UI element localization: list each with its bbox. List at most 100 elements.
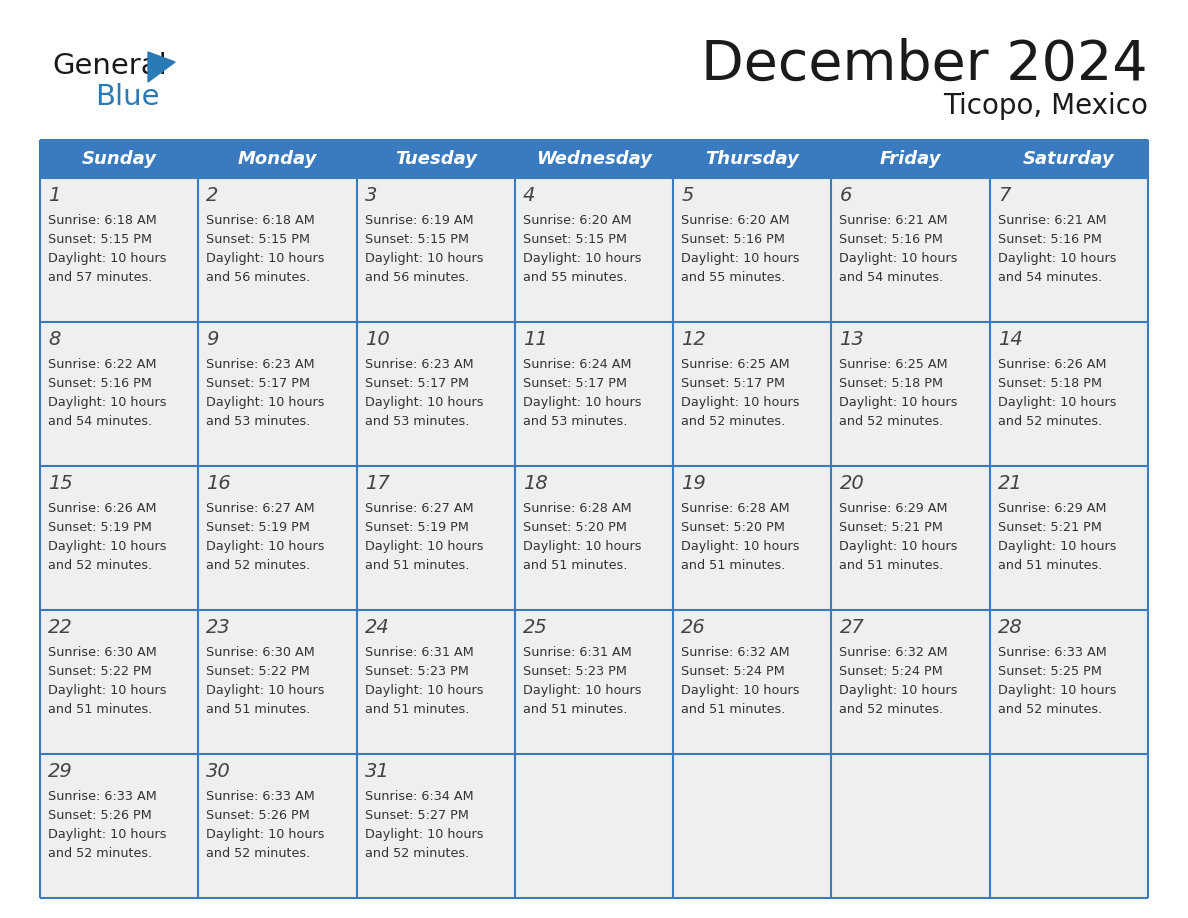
Text: Sunset: 5:15 PM: Sunset: 5:15 PM — [48, 233, 152, 246]
Text: 7: 7 — [998, 186, 1010, 205]
Bar — [832, 754, 990, 898]
Text: and 51 minutes.: and 51 minutes. — [365, 559, 469, 572]
Text: Sunrise: 6:23 AM: Sunrise: 6:23 AM — [207, 358, 315, 371]
Text: Sunrise: 6:28 AM: Sunrise: 6:28 AM — [523, 502, 632, 515]
Text: Daylight: 10 hours: Daylight: 10 hours — [840, 396, 958, 409]
Bar — [990, 140, 1148, 178]
Bar — [514, 140, 674, 178]
Bar — [514, 754, 674, 898]
Text: Sunset: 5:19 PM: Sunset: 5:19 PM — [365, 521, 468, 534]
Text: Sunrise: 6:32 AM: Sunrise: 6:32 AM — [681, 646, 790, 659]
Text: Daylight: 10 hours: Daylight: 10 hours — [681, 540, 800, 553]
Text: Daylight: 10 hours: Daylight: 10 hours — [840, 540, 958, 553]
Text: 1: 1 — [48, 186, 61, 205]
Bar — [40, 140, 198, 178]
Text: Wednesday: Wednesday — [536, 150, 652, 168]
Text: Daylight: 10 hours: Daylight: 10 hours — [48, 540, 166, 553]
Text: Sunrise: 6:31 AM: Sunrise: 6:31 AM — [523, 646, 632, 659]
Text: Sunrise: 6:31 AM: Sunrise: 6:31 AM — [365, 646, 473, 659]
Text: Sunrise: 6:24 AM: Sunrise: 6:24 AM — [523, 358, 631, 371]
Text: Sunrise: 6:23 AM: Sunrise: 6:23 AM — [365, 358, 473, 371]
Text: Daylight: 10 hours: Daylight: 10 hours — [207, 828, 324, 841]
Text: 10: 10 — [365, 330, 390, 349]
Text: 24: 24 — [365, 618, 390, 637]
Text: 13: 13 — [840, 330, 864, 349]
Text: Daylight: 10 hours: Daylight: 10 hours — [998, 684, 1117, 697]
Text: 20: 20 — [840, 474, 864, 493]
Text: and 51 minutes.: and 51 minutes. — [681, 559, 785, 572]
Bar — [990, 466, 1148, 610]
Text: Sunset: 5:18 PM: Sunset: 5:18 PM — [998, 377, 1101, 390]
Text: Sunset: 5:26 PM: Sunset: 5:26 PM — [207, 809, 310, 822]
Bar — [990, 178, 1148, 322]
Text: Sunset: 5:19 PM: Sunset: 5:19 PM — [207, 521, 310, 534]
Text: 29: 29 — [48, 762, 72, 781]
Text: 4: 4 — [523, 186, 536, 205]
Text: and 51 minutes.: and 51 minutes. — [998, 559, 1102, 572]
Text: Sunrise: 6:28 AM: Sunrise: 6:28 AM — [681, 502, 790, 515]
Text: Daylight: 10 hours: Daylight: 10 hours — [207, 540, 324, 553]
Text: 26: 26 — [681, 618, 706, 637]
Text: Sunrise: 6:30 AM: Sunrise: 6:30 AM — [207, 646, 315, 659]
Text: Daylight: 10 hours: Daylight: 10 hours — [523, 252, 642, 265]
Text: Sunrise: 6:26 AM: Sunrise: 6:26 AM — [48, 502, 157, 515]
Text: Sunset: 5:24 PM: Sunset: 5:24 PM — [681, 665, 785, 678]
Text: Daylight: 10 hours: Daylight: 10 hours — [523, 396, 642, 409]
Text: Daylight: 10 hours: Daylight: 10 hours — [365, 540, 484, 553]
Text: and 51 minutes.: and 51 minutes. — [840, 559, 943, 572]
Text: and 54 minutes.: and 54 minutes. — [48, 415, 152, 428]
Text: Sunset: 5:21 PM: Sunset: 5:21 PM — [840, 521, 943, 534]
Text: and 52 minutes.: and 52 minutes. — [840, 703, 943, 716]
Text: Sunset: 5:16 PM: Sunset: 5:16 PM — [48, 377, 152, 390]
Text: and 52 minutes.: and 52 minutes. — [998, 703, 1102, 716]
Text: and 51 minutes.: and 51 minutes. — [207, 703, 310, 716]
Text: Daylight: 10 hours: Daylight: 10 hours — [998, 252, 1117, 265]
Text: and 51 minutes.: and 51 minutes. — [365, 703, 469, 716]
Bar — [40, 466, 198, 610]
Bar — [40, 178, 198, 322]
Text: Sunday: Sunday — [82, 150, 157, 168]
Text: Daylight: 10 hours: Daylight: 10 hours — [365, 252, 484, 265]
Text: Daylight: 10 hours: Daylight: 10 hours — [48, 396, 166, 409]
Text: 25: 25 — [523, 618, 548, 637]
Bar — [198, 140, 356, 178]
Bar — [198, 322, 356, 466]
Text: Daylight: 10 hours: Daylight: 10 hours — [681, 684, 800, 697]
Text: Daylight: 10 hours: Daylight: 10 hours — [998, 396, 1117, 409]
Text: 28: 28 — [998, 618, 1023, 637]
Text: Sunrise: 6:25 AM: Sunrise: 6:25 AM — [681, 358, 790, 371]
Text: Daylight: 10 hours: Daylight: 10 hours — [207, 396, 324, 409]
Text: Sunrise: 6:29 AM: Sunrise: 6:29 AM — [840, 502, 948, 515]
Bar — [832, 466, 990, 610]
Text: 9: 9 — [207, 330, 219, 349]
Bar — [356, 754, 514, 898]
Text: General: General — [52, 52, 166, 80]
Text: Monday: Monday — [238, 150, 317, 168]
Text: Daylight: 10 hours: Daylight: 10 hours — [681, 396, 800, 409]
Text: 6: 6 — [840, 186, 852, 205]
Text: Daylight: 10 hours: Daylight: 10 hours — [207, 684, 324, 697]
Bar — [40, 322, 198, 466]
Text: Sunrise: 6:29 AM: Sunrise: 6:29 AM — [998, 502, 1106, 515]
Bar — [356, 322, 514, 466]
Text: Sunset: 5:25 PM: Sunset: 5:25 PM — [998, 665, 1101, 678]
Text: and 54 minutes.: and 54 minutes. — [998, 271, 1102, 284]
Text: Thursday: Thursday — [706, 150, 800, 168]
Bar — [832, 322, 990, 466]
Bar — [674, 322, 832, 466]
Text: Sunset: 5:21 PM: Sunset: 5:21 PM — [998, 521, 1101, 534]
Text: 18: 18 — [523, 474, 548, 493]
Text: 12: 12 — [681, 330, 706, 349]
Text: Daylight: 10 hours: Daylight: 10 hours — [207, 252, 324, 265]
Text: Sunrise: 6:33 AM: Sunrise: 6:33 AM — [207, 790, 315, 803]
Text: Daylight: 10 hours: Daylight: 10 hours — [365, 396, 484, 409]
Text: 21: 21 — [998, 474, 1023, 493]
Bar — [198, 754, 356, 898]
Text: Tuesday: Tuesday — [394, 150, 476, 168]
Text: 15: 15 — [48, 474, 72, 493]
Text: and 56 minutes.: and 56 minutes. — [365, 271, 469, 284]
Text: Sunset: 5:17 PM: Sunset: 5:17 PM — [681, 377, 785, 390]
Text: 19: 19 — [681, 474, 706, 493]
Text: 8: 8 — [48, 330, 61, 349]
Text: Sunrise: 6:26 AM: Sunrise: 6:26 AM — [998, 358, 1106, 371]
